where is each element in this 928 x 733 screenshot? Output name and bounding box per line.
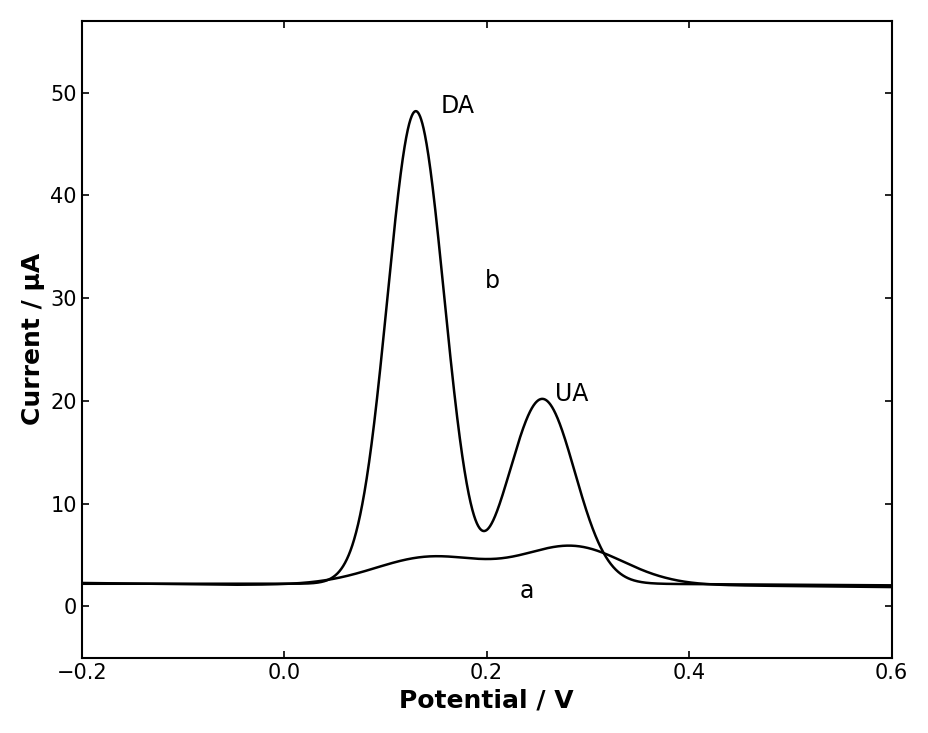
Text: a: a (520, 579, 534, 603)
Y-axis label: Current / μA: Current / μA (20, 253, 45, 425)
X-axis label: Potential / V: Potential / V (399, 688, 574, 712)
Text: DA: DA (441, 95, 474, 119)
Text: UA: UA (555, 382, 588, 406)
Text: b: b (484, 269, 499, 293)
